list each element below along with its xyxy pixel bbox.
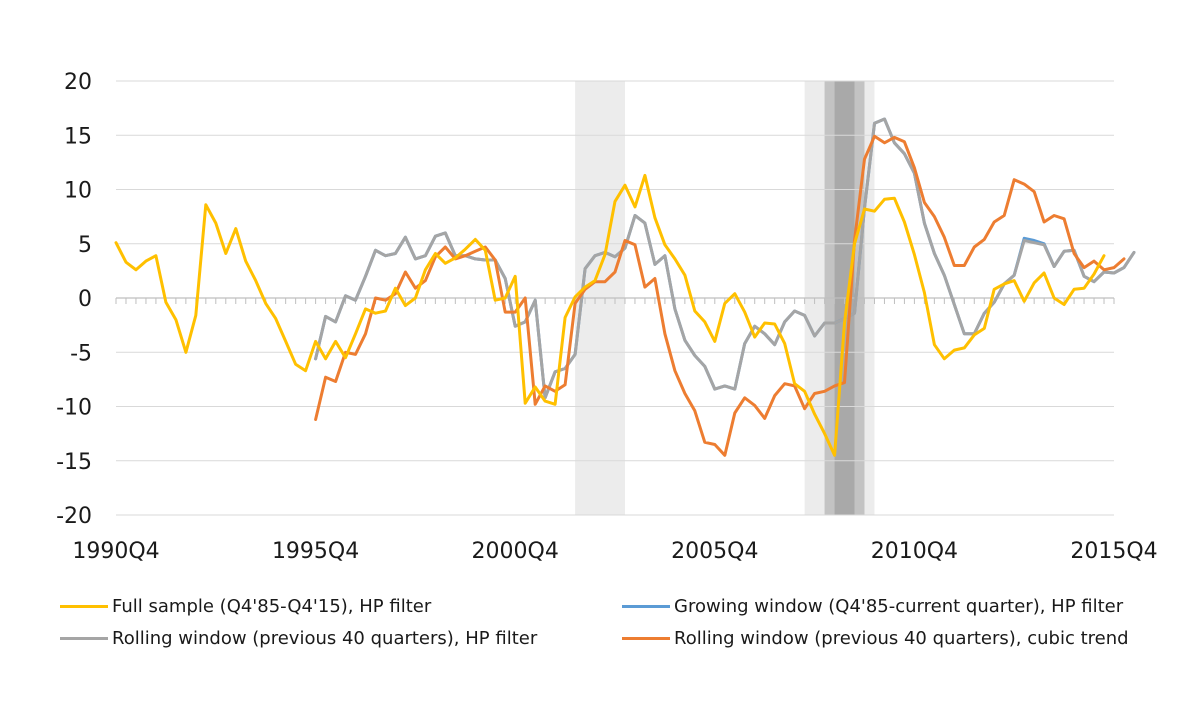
legend-label-rolling-cubic: Rolling window (previous 40 quarters), c…: [674, 628, 1129, 649]
y-tick-label: 20: [64, 70, 92, 95]
x-tick-label: 2010Q4: [871, 539, 958, 564]
series-line-2: [314, 117, 1136, 400]
legend-label-rolling-hp: Rolling window (previous 40 quarters), H…: [112, 628, 538, 649]
y-tick-label: 5: [78, 233, 92, 258]
x-axis-labels: 1990Q4 1995Q4 2000Q4 2005Q4 2010Q4 2015Q4: [72, 539, 1157, 564]
x-tick-label: 2015Q4: [1070, 539, 1157, 564]
y-tick-label: 0: [78, 287, 92, 312]
y-tick-label: -5: [70, 341, 92, 366]
y-tick-label: -20: [56, 504, 92, 529]
x-tick-label: 1990Q4: [72, 539, 159, 564]
series-lines: [114, 117, 1136, 457]
legend-label-full-sample: Full sample (Q4'85-Q4'15), HP filter: [112, 596, 432, 617]
x-tick-label: 2000Q4: [472, 539, 559, 564]
y-tick-label: 15: [64, 124, 92, 149]
legend-item-full-sample: Full sample (Q4'85-Q4'15), HP filter: [60, 596, 431, 617]
legend-label-growing-window: Growing window (Q4'85-current quarter), …: [674, 596, 1124, 617]
legend-item-rolling-hp: Rolling window (previous 40 quarters), H…: [60, 628, 537, 649]
y-tick-label: -10: [56, 396, 92, 421]
legend-swatch-rolling-hp: [60, 637, 108, 640]
legend-item-rolling-cubic: Rolling window (previous 40 quarters), c…: [622, 628, 1129, 649]
legend-swatch-growing-window: [622, 605, 670, 608]
x-tick-label: 1995Q4: [272, 539, 359, 564]
y-tick-label: 10: [64, 179, 92, 204]
chart-canvas: 20 15 10 5 0 -5 -10 -15 -20 1990Q4 1995Q4 2000Q4 20…: [56, 70, 1158, 564]
legend-swatch-full-sample: [60, 605, 108, 608]
legend: Full sample (Q4'85-Q4'15), HP filter Gro…: [0, 588, 1193, 668]
x-tick-label: 2005Q4: [671, 539, 758, 564]
series-line-3: [314, 134, 1126, 457]
legend-item-growing-window: Growing window (Q4'85-current quarter), …: [622, 596, 1123, 617]
x-axis: [115, 297, 1115, 304]
gridlines: [116, 80, 1114, 516]
series-line-0: [114, 173, 1106, 457]
y-axis-labels: 20 15 10 5 0 -5 -10 -15 -20: [56, 70, 92, 529]
y-tick-label: -15: [56, 450, 92, 475]
legend-swatch-rolling-cubic: [622, 637, 670, 640]
